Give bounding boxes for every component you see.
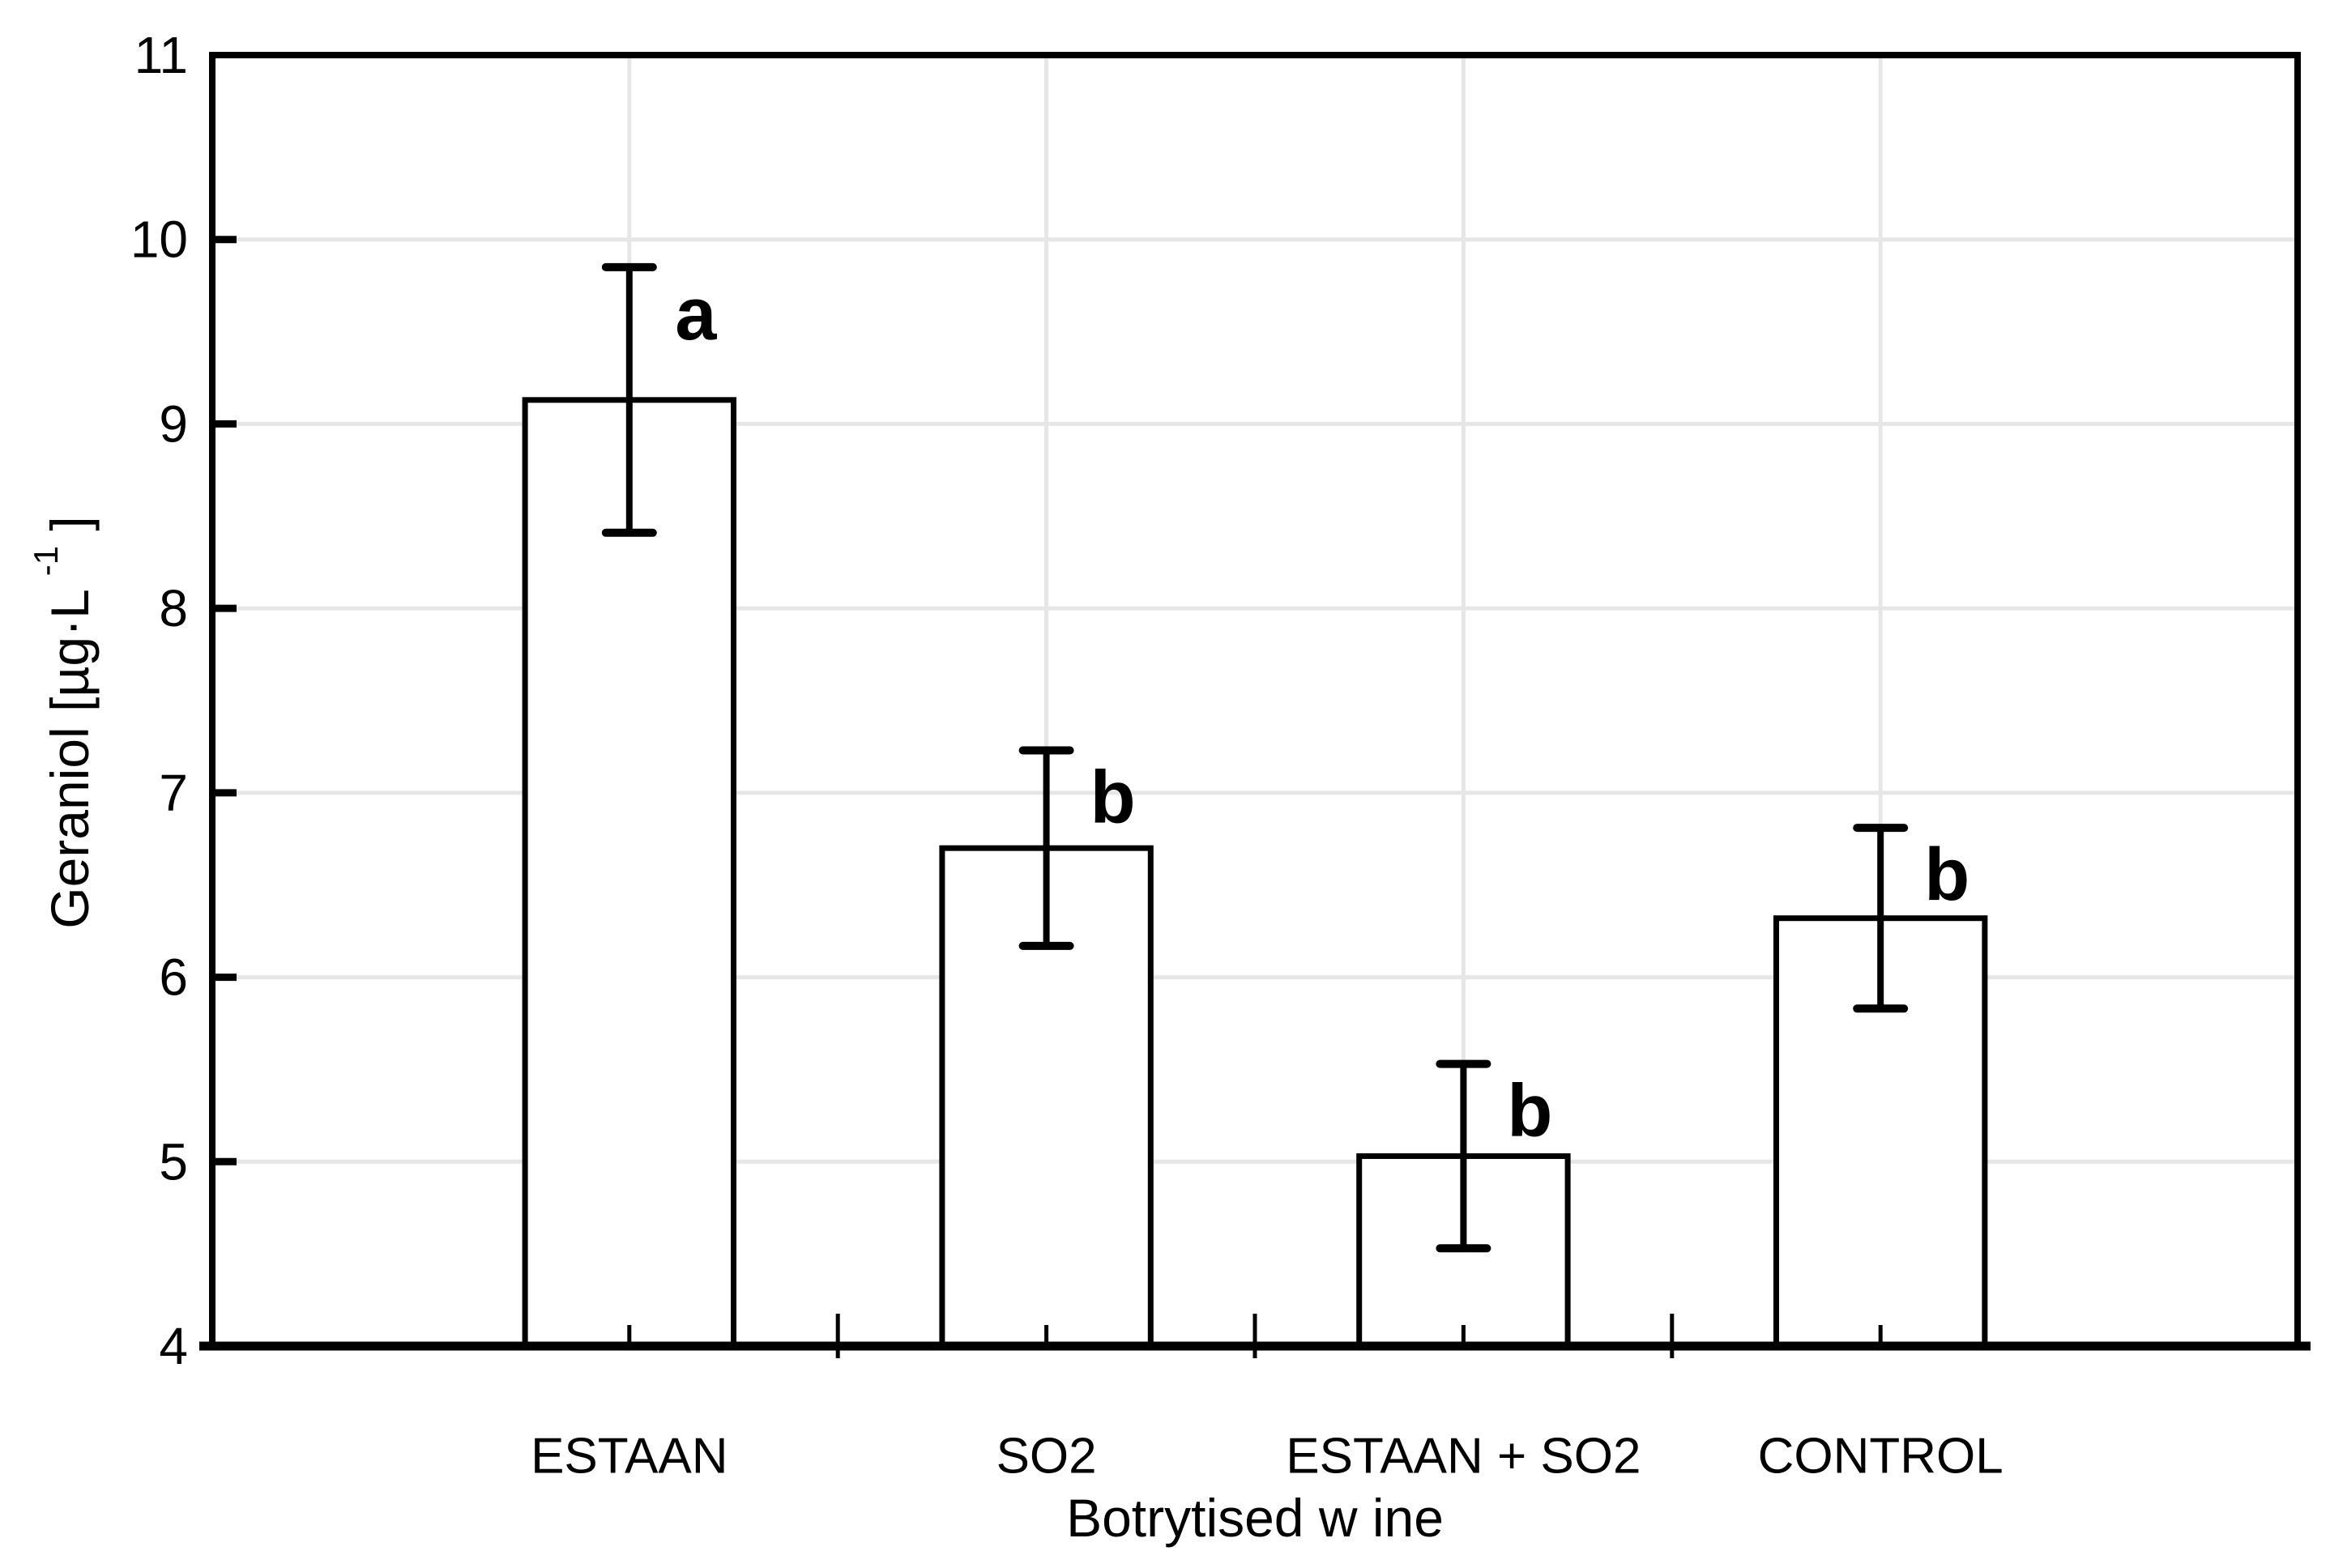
y-axis-title-pre: Geraniol [µg·L [40, 590, 100, 929]
error-bars [601, 262, 1909, 1253]
y-tick-label: 6 [159, 948, 188, 1007]
y-tick-label: 10 [130, 211, 188, 269]
y-tick-label: 11 [134, 26, 188, 84]
significance-letter: a [675, 273, 717, 356]
y-tick-labels: 11 10 9 8 7 6 5 4 [130, 26, 188, 1375]
error-bar [1853, 824, 1909, 1013]
plot-frame [199, 52, 2311, 1351]
y-tick-label: 4 [159, 1317, 188, 1375]
error-bar [601, 262, 657, 537]
y-tick-label: 9 [159, 394, 188, 453]
y-axis-title-post: ] [40, 516, 100, 530]
x-axis-title: Botrytised w ine [1066, 1488, 1444, 1548]
x-category-label: SO2 [996, 1429, 1097, 1485]
bar [522, 397, 736, 1349]
significance-letter: b [1924, 833, 1969, 916]
y-tick-label: 5 [159, 1132, 188, 1191]
y-axis-title: Geraniol [µg·L -1 ] [15, 516, 100, 929]
y-tick-label: 7 [159, 764, 188, 822]
significance-letters: a b b b [675, 273, 1969, 1153]
x-category-label: ESTAAN [531, 1429, 728, 1485]
vertical-gridlines [627, 58, 1883, 1343]
x-category-labels: ESTAAN SO2 ESTAAN + SO2 CONTROL [531, 1429, 2003, 1485]
x-category-label: ESTAAN + SO2 [1286, 1429, 1641, 1485]
y-tick-label: 8 [159, 579, 188, 637]
x-category-label: CONTROL [1758, 1429, 2003, 1485]
bars [522, 397, 1988, 1349]
significance-letter: b [1090, 756, 1135, 838]
significance-letter: b [1507, 1070, 1552, 1153]
error-bar [1436, 1059, 1491, 1253]
error-bar [1018, 746, 1074, 950]
y-axis-title-superscript: -1 [27, 546, 65, 576]
axis-ticks [212, 236, 1883, 1358]
